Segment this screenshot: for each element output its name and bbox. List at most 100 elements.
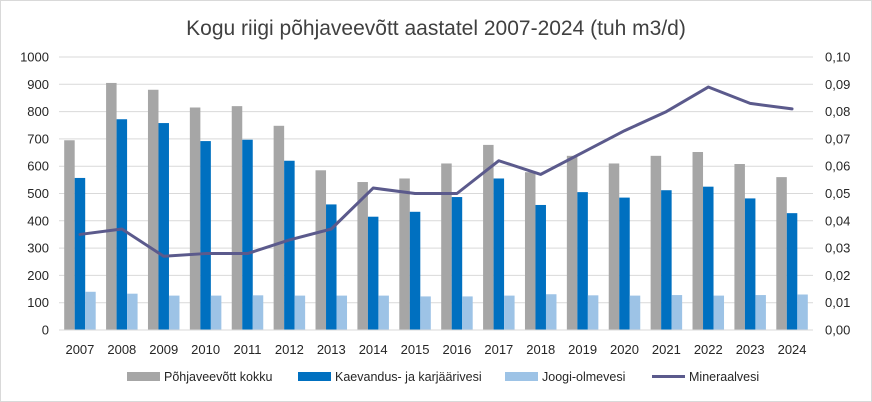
bar — [399, 178, 410, 330]
bar — [409, 211, 421, 330]
bar — [357, 182, 368, 330]
bar — [367, 216, 379, 330]
y-left-tick-label: 800 — [27, 104, 49, 119]
bar — [493, 178, 505, 330]
bar — [661, 190, 672, 330]
bar — [577, 192, 588, 330]
y-left-tick-label: 300 — [27, 241, 49, 256]
axes: 0 100 200 300 400 500 600 700 800 900 1000 0,00 0,01… — [20, 50, 850, 358]
line-series — [78, 85, 794, 258]
y-right-tick-label: 0,08 — [825, 104, 850, 119]
bar — [703, 186, 714, 330]
x-tick-label: 2023 — [736, 342, 765, 357]
bar — [545, 294, 557, 330]
x-tick-label: 2011 — [234, 342, 262, 357]
bar — [294, 295, 306, 330]
bar — [315, 170, 327, 330]
bars — [64, 82, 808, 331]
x-tick-label: 2015 — [401, 342, 430, 357]
legend-label: Joogi-olmevesi — [542, 370, 625, 384]
bar — [127, 293, 138, 330]
y-right-tick-label: 0,09 — [825, 77, 850, 92]
bar — [420, 296, 431, 330]
x-tick-label: 2007 — [65, 342, 94, 357]
x-tick-label: 2018 — [526, 342, 555, 357]
bar — [535, 204, 546, 330]
bar — [168, 295, 180, 330]
bar — [64, 140, 75, 330]
series-line — [78, 85, 794, 258]
bar — [189, 107, 201, 330]
bar — [713, 295, 725, 330]
x-tick-label: 2019 — [568, 342, 597, 357]
x-tick-label: 2013 — [317, 342, 346, 357]
y-right-tick-label: 0,05 — [825, 186, 850, 201]
bar — [692, 152, 704, 330]
bar — [462, 296, 473, 330]
bar — [566, 155, 578, 330]
y-left-tick-label: 600 — [27, 159, 49, 174]
x-tick-label: 2010 — [191, 342, 220, 357]
x-tick-label: 2016 — [442, 342, 471, 357]
bar — [587, 295, 599, 330]
bar — [284, 160, 295, 330]
legend-label: Kaevandus- ja karjäärivesi — [335, 370, 482, 384]
legend-swatch — [127, 372, 160, 381]
y-left-tick-label: 900 — [27, 77, 49, 92]
bar — [85, 291, 96, 330]
x-tick-label: 2012 — [275, 342, 304, 357]
bar — [608, 163, 620, 330]
bar — [252, 295, 264, 330]
bar — [441, 163, 452, 330]
bar — [451, 197, 463, 330]
bar — [326, 204, 337, 330]
bar — [378, 295, 389, 330]
bar — [74, 177, 86, 330]
y-left-tick-label: 700 — [27, 131, 49, 146]
bar — [755, 295, 766, 330]
bar — [158, 123, 169, 330]
bar — [231, 106, 243, 330]
legend-swatch — [298, 372, 331, 381]
x-tick-label: 2017 — [484, 342, 513, 357]
bar — [524, 172, 536, 330]
y-right-tick-label: 0,01 — [825, 295, 850, 310]
bar — [619, 197, 630, 330]
x-tick-label: 2020 — [610, 342, 639, 357]
bar — [147, 89, 159, 330]
bar — [116, 119, 128, 330]
y-right-tick-label: 0,10 — [825, 50, 850, 65]
y-left-tick-label: 100 — [27, 295, 49, 310]
y-right-tick-label: 0,04 — [825, 213, 850, 228]
y-right-tick-label: 0,03 — [825, 241, 850, 256]
x-tick-label: 2022 — [694, 342, 723, 357]
x-tick-label: 2008 — [107, 342, 136, 357]
legend-label: Mineraalvesi — [689, 370, 759, 384]
bar — [504, 295, 515, 330]
y-right-tick-label: 0,00 — [825, 323, 850, 338]
bar — [776, 177, 787, 330]
y-left-tick-label: 0 — [42, 323, 49, 338]
bar — [336, 295, 348, 330]
legend-swatch — [505, 372, 538, 381]
bar — [483, 144, 494, 330]
bar — [786, 213, 798, 330]
bar — [629, 295, 641, 330]
chart-title: Kogu riigi põhjaveevõtt aastatel 2007-20… — [186, 17, 686, 40]
x-tick-label: 2021 — [652, 342, 681, 357]
y-left-tick-label: 1000 — [20, 50, 49, 65]
bar — [106, 82, 117, 330]
legend-label: Põhjaveevõtt kokku — [164, 370, 272, 384]
bar — [200, 141, 211, 330]
bar — [650, 155, 662, 330]
x-tick-label: 2009 — [149, 342, 178, 357]
y-left-tick-label: 200 — [27, 268, 49, 283]
y-right-tick-label: 0,07 — [825, 131, 850, 146]
bar — [273, 125, 285, 331]
bar — [242, 139, 253, 330]
bar — [797, 294, 808, 330]
y-right-tick-label: 0,02 — [825, 268, 850, 283]
bar — [210, 295, 222, 330]
